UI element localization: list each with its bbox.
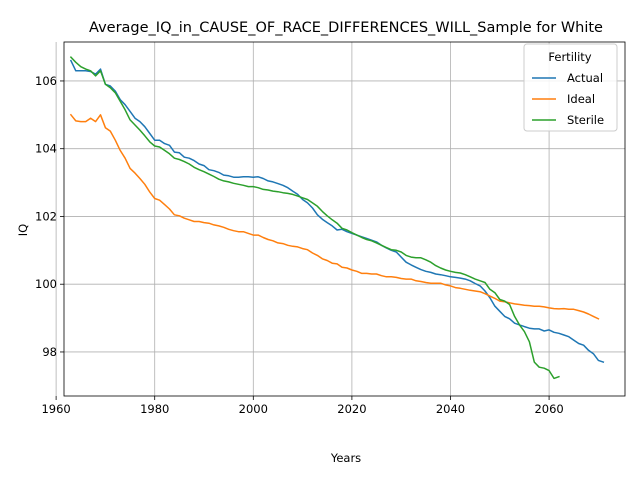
legend-label-sterile: Sterile (567, 113, 604, 127)
x-tick-label: 1980 (140, 402, 169, 416)
legend-label-ideal: Ideal (567, 92, 595, 106)
y-tick-label: 102 (35, 209, 57, 223)
chart-title: Average_IQ_in_CAUSE_OF_RACE_DIFFERENCES_… (89, 20, 603, 36)
legend-box (523, 43, 618, 132)
x-tick-label: 2040 (436, 402, 465, 416)
y-tick-label: 106 (35, 74, 57, 88)
y-axis-label: IQ (16, 224, 30, 236)
y-tick-label: 104 (35, 142, 57, 156)
x-axis-label: Years (330, 451, 361, 465)
x-axis-ticks: 1960 1980 2000 2020 2040 2060 (41, 396, 564, 416)
x-tick-label: 2060 (534, 402, 563, 416)
series-line-actual (69, 59, 605, 364)
series-lines (69, 56, 605, 380)
series-line-ideal (69, 113, 600, 320)
x-tick-label: 2000 (239, 402, 268, 416)
plot-frame (63, 41, 626, 397)
legend-label-actual: Actual (567, 71, 603, 85)
legend: Fertility Actual Ideal Sterile (523, 43, 618, 132)
series-line-sterile (69, 56, 560, 380)
legend-items: Actual Ideal Sterile (532, 71, 604, 127)
x-tick-label: 1960 (41, 402, 70, 416)
legend-title: Fertility (548, 50, 591, 64)
y-tick-label: 98 (42, 345, 57, 359)
y-tick-label: 100 (35, 277, 57, 291)
x-tick-label: 2020 (337, 402, 366, 416)
y-axis-ticks: 98 100 102 104 106 (35, 74, 64, 359)
